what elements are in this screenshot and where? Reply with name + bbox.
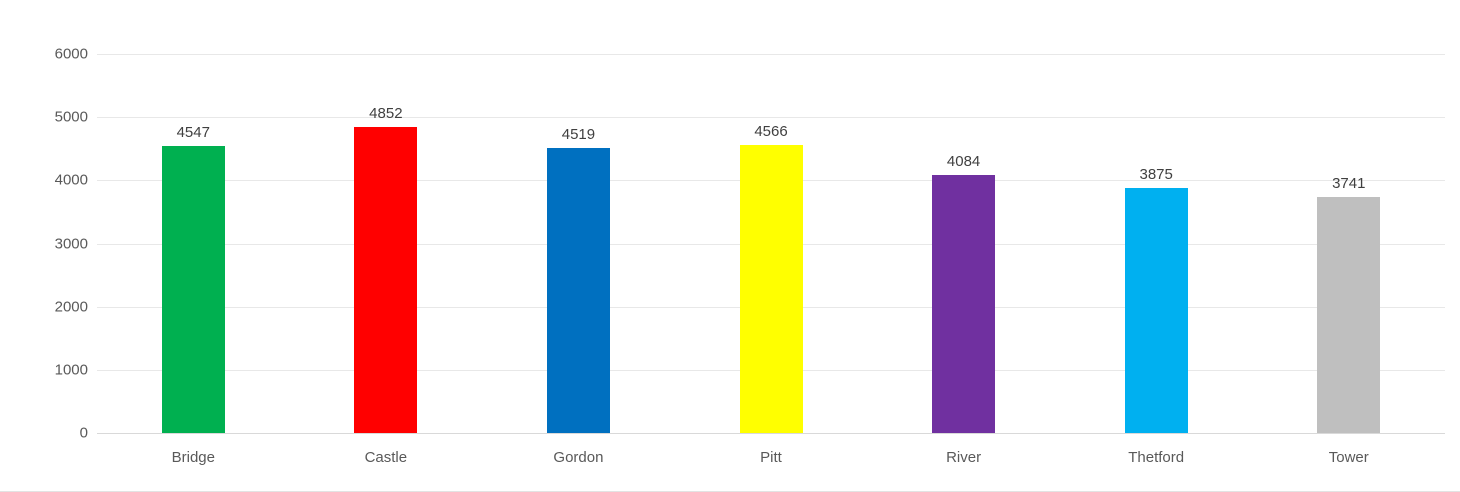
gridline — [97, 117, 1445, 119]
y-axis-tick-label: 5000 — [54, 108, 88, 126]
y-axis-tick-label: 1000 — [54, 361, 88, 379]
bar-slot: 4547 — [97, 54, 290, 433]
y-axis-tick-label: 3000 — [54, 235, 88, 252]
y-axis-tick-label: 0 — [79, 424, 88, 442]
bar-value-label: 4547 — [176, 123, 210, 141]
bar-slot: 4852 — [290, 54, 483, 433]
x-axis-label-castle: Castle — [364, 449, 408, 466]
bar-castle[interactable]: 4852 — [354, 105, 418, 433]
gridline — [97, 54, 1445, 55]
x-axis-label-thetford: Thetford — [1128, 449, 1185, 466]
x-axis-label-tower: Tower — [1328, 449, 1369, 466]
y-axis: 6000 5000 4000 3000 2000 1000 0 — [0, 46, 88, 442]
x-axis-label-gordon: Gordon — [553, 449, 604, 466]
bar-value-label: 4084 — [946, 153, 981, 171]
bar-slot: 4519 — [482, 54, 675, 433]
bar-value-label: 4852 — [369, 104, 403, 122]
x-axis-label-river: River — [946, 449, 982, 466]
x-axis-label-pitt: Pitt — [760, 449, 782, 466]
bar-thetford[interactable]: 3875 — [1124, 166, 1188, 433]
bar-value-label: 4519 — [561, 125, 596, 143]
bar-tower[interactable]: 3741 — [1317, 175, 1381, 433]
bar-slot: 4566 — [675, 54, 868, 433]
bars-layer: 4547 4852 4519 4566 4084 3875 3741 — [97, 54, 1445, 433]
bar-slot: 3875 — [1060, 54, 1253, 433]
bar-slot: 3741 — [1252, 54, 1445, 433]
bar-bridge[interactable]: 4547 — [161, 124, 225, 433]
x-axis-label-bridge: Bridge — [171, 449, 215, 466]
bar-slot: 4084 — [867, 54, 1060, 433]
bar-river[interactable]: 4084 — [932, 153, 996, 433]
gridline — [97, 433, 1445, 434]
bar-value-label: 3875 — [1139, 166, 1173, 184]
y-axis-tick-label: 2000 — [54, 298, 88, 316]
bar-pitt[interactable]: 4566 — [739, 123, 803, 433]
bar-gordon[interactable]: 4519 — [546, 126, 610, 433]
y-axis-tick-label: 6000 — [54, 45, 88, 63]
x-axis: Bridge Castle Gordon Pitt River Thetford Tower — [97, 434, 1445, 478]
bar-value-label: 3741 — [1332, 174, 1366, 192]
bar-value-label: 4566 — [754, 122, 788, 140]
y-axis-tick-label: 4000 — [54, 171, 88, 189]
